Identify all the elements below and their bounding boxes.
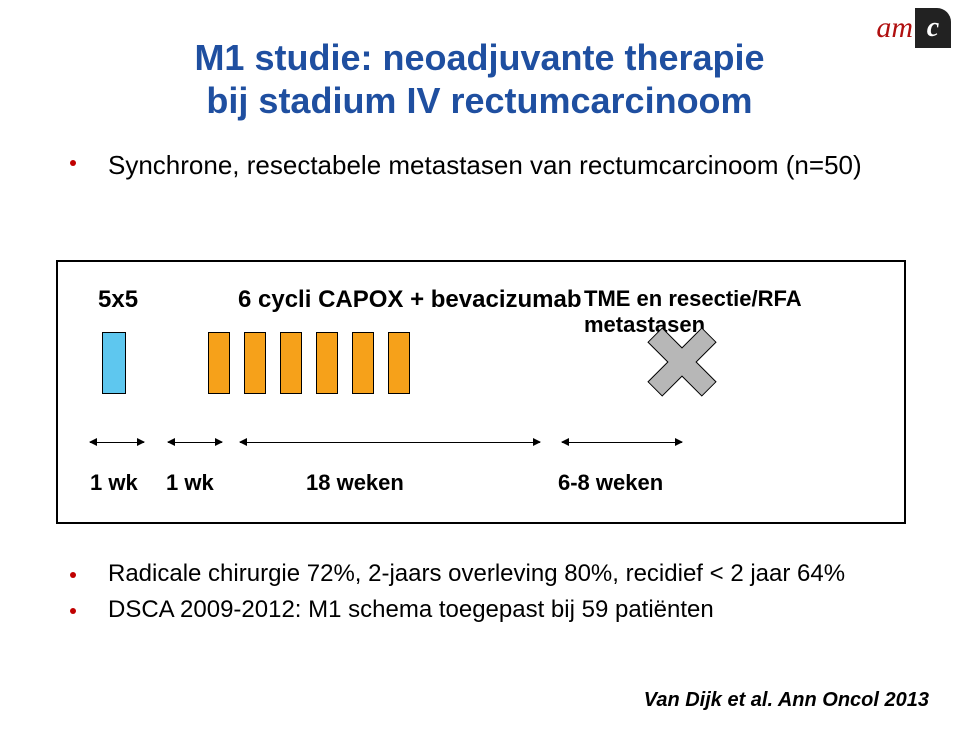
- bullet-top-text: Synchrone, resectabele metastasen van re…: [108, 148, 862, 183]
- phase-label-tme: TME en resectie/RFA metastasen: [584, 286, 904, 338]
- timeline-label: 1 wk: [166, 470, 214, 496]
- surgery-cross-icon: [639, 319, 725, 405]
- bullet-dot: [70, 608, 76, 614]
- treatment-schema-box: 5x5 6 cycli CAPOX + bevacizumab TME en r…: [56, 260, 906, 524]
- timeline-arrow: [562, 442, 682, 443]
- bullet-dot: [70, 572, 76, 578]
- title-line-2: bij stadium IV rectumcarcinoom: [0, 79, 959, 122]
- timeline-label: 1 wk: [90, 470, 138, 496]
- chemo-bar: [352, 332, 374, 394]
- bottom-bullets: Radicale chirurgie 72%, 2-jaars overlevi…: [70, 560, 919, 632]
- timeline-arrow: [168, 442, 222, 443]
- title-line-1: M1 studie: neoadjuvante therapie: [0, 36, 959, 79]
- slide: am c M1 studie: neoadjuvante therapie bi…: [0, 0, 959, 732]
- timeline-label: 18 weken: [306, 470, 404, 496]
- bullet-dot: [70, 160, 76, 166]
- citation: Van Dijk et al. Ann Oncol 2013: [644, 689, 929, 712]
- chemo-bar: [316, 332, 338, 394]
- phase-label-capox: 6 cycli CAPOX + bevacizumab: [238, 286, 582, 314]
- bullet-text: DSCA 2009-2012: M1 schema toegepast bij …: [108, 596, 714, 624]
- timeline-arrow: [240, 442, 540, 443]
- timeline-arrow: [90, 442, 144, 443]
- bullet-text: Radicale chirurgie 72%, 2-jaars overlevi…: [108, 560, 845, 588]
- slide-title: M1 studie: neoadjuvante therapie bij sta…: [0, 36, 959, 122]
- bullet-row: DSCA 2009-2012: M1 schema toegepast bij …: [70, 596, 919, 624]
- phase-label-5x5: 5x5: [98, 286, 138, 314]
- bullet-row: Radicale chirurgie 72%, 2-jaars overlevi…: [70, 560, 919, 588]
- radiotherapy-bar: [102, 332, 126, 394]
- chemo-bar: [208, 332, 230, 394]
- bullet-top: Synchrone, resectabele metastasen van re…: [70, 148, 919, 183]
- chemo-bar: [244, 332, 266, 394]
- chemo-bar: [280, 332, 302, 394]
- chemo-bar: [388, 332, 410, 394]
- timeline-label: 6-8 weken: [558, 470, 663, 496]
